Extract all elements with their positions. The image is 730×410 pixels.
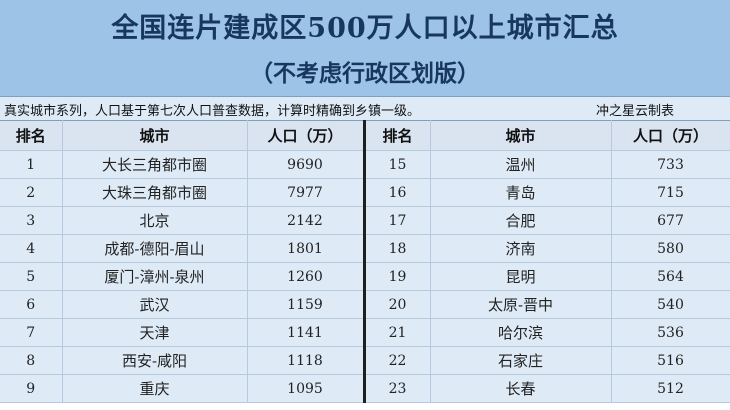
- header-city: 城市: [62, 120, 248, 151]
- table-row: 2 大珠三角都市圈 7977 16 青岛 715: [0, 178, 730, 207]
- title-banner: 全国连片建成区500万人口以上城市汇总 （不考虑行政区划版）: [0, 0, 730, 96]
- city-cell: 昆明: [430, 262, 612, 291]
- table-row: 5 厦门-漳州-泉州 1260 19 昆明 564: [0, 262, 730, 291]
- rank-cell: 2: [0, 178, 63, 207]
- population-cell: 1118: [247, 346, 366, 375]
- header-rank: 排名: [0, 120, 63, 151]
- city-cell: 北京: [62, 206, 248, 235]
- city-cell: 厦门-漳州-泉州: [62, 262, 248, 291]
- table-row: 8 西安-咸阳 1118 22 石家庄 516: [0, 346, 730, 375]
- city-cell: 哈尔滨: [430, 318, 612, 347]
- table-row: 7 天津 1141 21 哈尔滨 536: [0, 318, 730, 347]
- rank-cell: 19: [364, 262, 431, 291]
- rank-cell: 5: [0, 262, 63, 291]
- city-population-table: 排名 城市 人口（万） 排名 城市 人口（万） 1 大长三角都市圈 9690 15 温州…: [0, 120, 730, 403]
- population-cell: 564: [611, 262, 730, 291]
- rank-cell: 18: [364, 234, 431, 263]
- population-cell: 1159: [247, 290, 366, 319]
- city-cell: 武汉: [62, 290, 248, 319]
- city-cell: 成都-德阳-眉山: [62, 234, 248, 263]
- rank-cell: 3: [0, 206, 63, 235]
- author-credit: 冲之星云制表: [596, 104, 675, 119]
- page-subtitle: （不考虑行政区划版）: [250, 60, 480, 87]
- city-cell: 济南: [430, 234, 612, 263]
- city-cell: 重庆: [62, 374, 248, 403]
- population-cell: 1801: [247, 234, 366, 263]
- population-cell: 1095: [247, 374, 366, 403]
- population-cell: 540: [611, 290, 730, 319]
- table-row: 6 武汉 1159 20 太原-晋中 540: [0, 290, 730, 319]
- population-cell: 536: [611, 318, 730, 347]
- header-rank: 排名: [364, 120, 431, 151]
- rank-cell: 22: [364, 346, 431, 375]
- city-cell: 西安-咸阳: [62, 346, 248, 375]
- population-cell: 733: [611, 150, 730, 179]
- page-title: 全国连片建成区500万人口以上城市汇总: [111, 13, 619, 44]
- rank-cell: 4: [0, 234, 63, 263]
- population-cell: 2142: [247, 206, 366, 235]
- population-cell: 1141: [247, 318, 366, 347]
- note-row: 真实城市系列，人口基于第七次人口普查数据，计算时精确到乡镇一级。 冲之星云制表: [0, 96, 730, 120]
- rank-cell: 9: [0, 374, 63, 403]
- rank-cell: 15: [364, 150, 431, 179]
- city-cell: 大长三角都市圈: [62, 150, 248, 179]
- city-cell: 大珠三角都市圈: [62, 178, 248, 207]
- table-row: 4 成都-德阳-眉山 1801 18 济南 580: [0, 234, 730, 263]
- city-cell: 合肥: [430, 206, 612, 235]
- table-row: 3 北京 2142 17 合肥 677: [0, 206, 730, 235]
- population-cell: 580: [611, 234, 730, 263]
- city-cell: 天津: [62, 318, 248, 347]
- header-population: 人口（万）: [611, 120, 730, 151]
- city-cell: 青岛: [430, 178, 612, 207]
- rank-cell: 21: [364, 318, 431, 347]
- table-row: 9 重庆 1095 23 长春 512: [0, 374, 730, 403]
- population-cell: 512: [611, 374, 730, 403]
- rank-cell: 23: [364, 374, 431, 403]
- header-population: 人口（万）: [247, 120, 366, 151]
- rank-cell: 6: [0, 290, 63, 319]
- header-city: 城市: [430, 120, 612, 151]
- rank-cell: 8: [0, 346, 63, 375]
- population-cell: 9690: [247, 150, 366, 179]
- city-cell: 温州: [430, 150, 612, 179]
- population-cell: 677: [611, 206, 730, 235]
- header-row: 排名 城市 人口（万） 排名 城市 人口（万）: [0, 120, 730, 151]
- population-cell: 715: [611, 178, 730, 207]
- city-cell: 石家庄: [430, 346, 612, 375]
- table-row: 1 大长三角都市圈 9690 15 温州 733: [0, 150, 730, 179]
- rank-cell: 20: [364, 290, 431, 319]
- city-cell: 太原-晋中: [430, 290, 612, 319]
- rank-cell: 16: [364, 178, 431, 207]
- population-cell: 1260: [247, 262, 366, 291]
- population-cell: 7977: [247, 178, 366, 207]
- rank-cell: 17: [364, 206, 431, 235]
- rank-cell: 1: [0, 150, 63, 179]
- note-text: 真实城市系列，人口基于第七次人口普查数据，计算时精确到乡镇一级。: [4, 104, 421, 119]
- population-cell: 516: [611, 346, 730, 375]
- city-cell: 长春: [430, 374, 612, 403]
- rank-cell: 7: [0, 318, 63, 347]
